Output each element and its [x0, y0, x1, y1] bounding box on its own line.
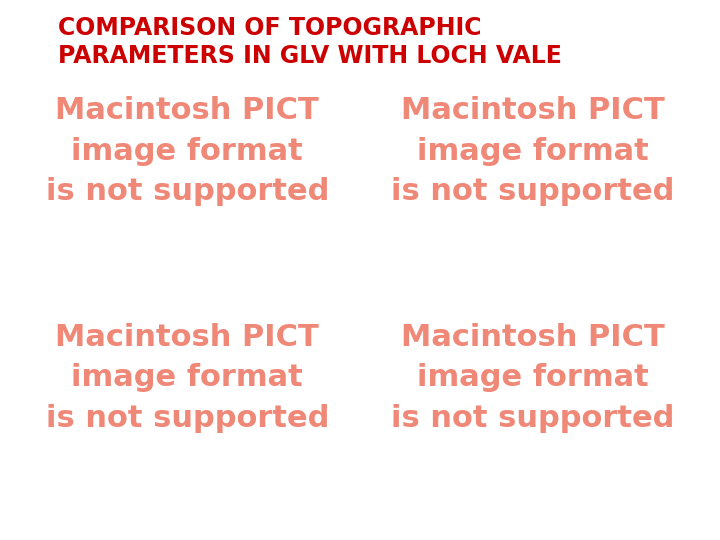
Text: Macintosh PICT
image format
is not supported: Macintosh PICT image format is not suppo…	[45, 323, 329, 433]
Text: Macintosh PICT
image format
is not supported: Macintosh PICT image format is not suppo…	[391, 323, 675, 433]
Text: Macintosh PICT
image format
is not supported: Macintosh PICT image format is not suppo…	[391, 96, 675, 206]
Text: COMPARISON OF TOPOGRAPHIC
PARAMETERS IN GLV WITH LOCH VALE: COMPARISON OF TOPOGRAPHIC PARAMETERS IN …	[58, 16, 562, 68]
Text: Macintosh PICT
image format
is not supported: Macintosh PICT image format is not suppo…	[45, 96, 329, 206]
